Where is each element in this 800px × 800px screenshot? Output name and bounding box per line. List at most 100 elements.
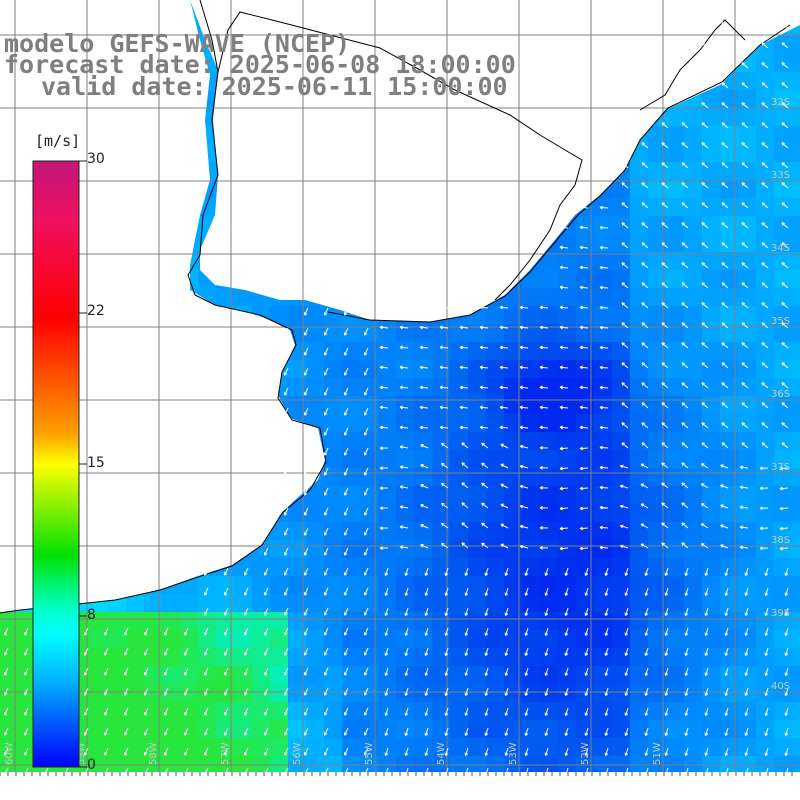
wind-speed-cell — [612, 234, 630, 252]
wind-speed-cell — [90, 648, 108, 666]
wind-speed-cell — [666, 378, 684, 396]
wind-speed-cell — [756, 162, 774, 180]
wind-speed-cell — [540, 486, 558, 504]
lon-label: 55W — [364, 742, 375, 765]
wind-arrow — [604, 627, 609, 636]
wind-speed-cell — [486, 666, 504, 684]
wind-speed-cell — [504, 576, 522, 594]
wind-speed-cell — [252, 666, 270, 684]
wind-speed-cell — [702, 666, 720, 684]
wind-arrow — [484, 687, 489, 696]
wind-speed-cell — [684, 342, 702, 360]
wind-speed-cell — [612, 576, 630, 594]
wind-arrow — [103, 727, 109, 736]
wind-arrow — [323, 387, 329, 396]
wind-arrow — [784, 727, 789, 736]
wind-arrow — [604, 687, 609, 696]
wind-arrow — [764, 727, 769, 736]
wind-speed-cell — [522, 684, 540, 702]
wind-arrow — [579, 245, 589, 250]
wind-arrow — [243, 567, 249, 576]
wind-speed-cell — [756, 504, 774, 522]
wind-arrow — [539, 325, 549, 330]
wind-speed-cell — [306, 396, 324, 414]
wind-arrow — [419, 365, 429, 370]
wind-speed-cell — [522, 576, 540, 594]
wind-speed-cell — [486, 558, 504, 576]
wind-speed-cell — [720, 414, 738, 432]
wind-arrow — [444, 587, 449, 596]
wind-speed-cell — [486, 432, 504, 450]
wind-speed-cell — [648, 162, 666, 180]
lon-label: 51W — [652, 742, 663, 765]
wind-arrow — [784, 747, 789, 756]
wind-arrow — [681, 382, 689, 389]
wind-speed-cell — [450, 738, 468, 756]
wind-arrow — [761, 102, 769, 109]
wind-speed-cell — [522, 288, 540, 306]
lat-label: 34S — [771, 243, 790, 254]
wind-arrow — [544, 707, 549, 716]
wind-speed-cell — [630, 522, 648, 540]
wind-arrow — [484, 647, 489, 656]
wind-arrow — [3, 647, 9, 656]
wind-arrow — [203, 627, 209, 636]
wind-speed-cell — [270, 540, 288, 558]
wind-speed-cell — [342, 342, 360, 360]
wind-speed-cell — [252, 594, 270, 612]
wind-speed-cell — [414, 576, 432, 594]
wind-arrow — [143, 687, 149, 696]
wind-speed-cell — [450, 342, 468, 360]
wind-arrow — [619, 464, 629, 469]
lat-label: 35S — [771, 316, 790, 327]
wind-arrow — [203, 747, 209, 756]
wind-arrow — [379, 446, 389, 450]
wind-arrow — [564, 647, 569, 656]
wind-speed-cell — [378, 504, 396, 522]
wind-arrow — [684, 747, 689, 756]
wind-arrow — [419, 405, 429, 410]
wind-speed-cell — [792, 450, 800, 468]
wind-arrow — [424, 587, 429, 596]
wind-arrow — [621, 262, 629, 269]
wind-arrow — [781, 142, 789, 149]
wind-speed-cell — [198, 666, 216, 684]
wind-speed-cell — [432, 648, 450, 666]
wind-arrow — [744, 587, 749, 596]
wind-arrow — [263, 727, 269, 736]
wind-speed-cell — [504, 360, 522, 378]
wind-arrow — [500, 443, 509, 449]
wind-speed-cell — [792, 216, 800, 234]
wind-speed-cell — [162, 684, 180, 702]
wind-speed-cell — [540, 702, 558, 720]
wind-speed-cell — [648, 414, 666, 432]
wind-arrow — [681, 222, 689, 229]
wind-arrow — [781, 422, 789, 429]
wind-speed-cell — [792, 306, 800, 324]
wind-speed-cell — [558, 360, 576, 378]
wind-speed-cell — [324, 504, 342, 522]
wind-speed-cell — [720, 540, 738, 558]
wind-arrow — [741, 122, 749, 129]
wind-arrow — [759, 486, 769, 491]
wind-speed-cell — [432, 504, 450, 522]
wind-speed-cell — [558, 378, 576, 396]
wind-arrow — [103, 627, 109, 636]
wind-speed-cell — [774, 72, 792, 90]
wind-arrow — [559, 225, 569, 230]
wind-speed-cell — [720, 594, 738, 612]
wind-speed-cell — [558, 720, 576, 738]
wind-arrow — [303, 527, 309, 536]
wind-speed-cell — [0, 684, 18, 702]
wind-speed-cell — [576, 738, 594, 756]
wind-speed-cell — [612, 270, 630, 288]
wind-speed-cell — [378, 576, 396, 594]
wind-speed-cell — [594, 234, 612, 252]
wind-arrow — [700, 543, 709, 549]
wind-speed-cell — [360, 666, 378, 684]
wind-arrow — [701, 302, 709, 309]
wind-arrow — [784, 567, 789, 576]
title-forecast-date: forecast date: 2025-06-08 18:00:00 — [4, 50, 516, 79]
lon-label: 59W — [76, 742, 87, 765]
wind-arrow — [323, 547, 329, 556]
